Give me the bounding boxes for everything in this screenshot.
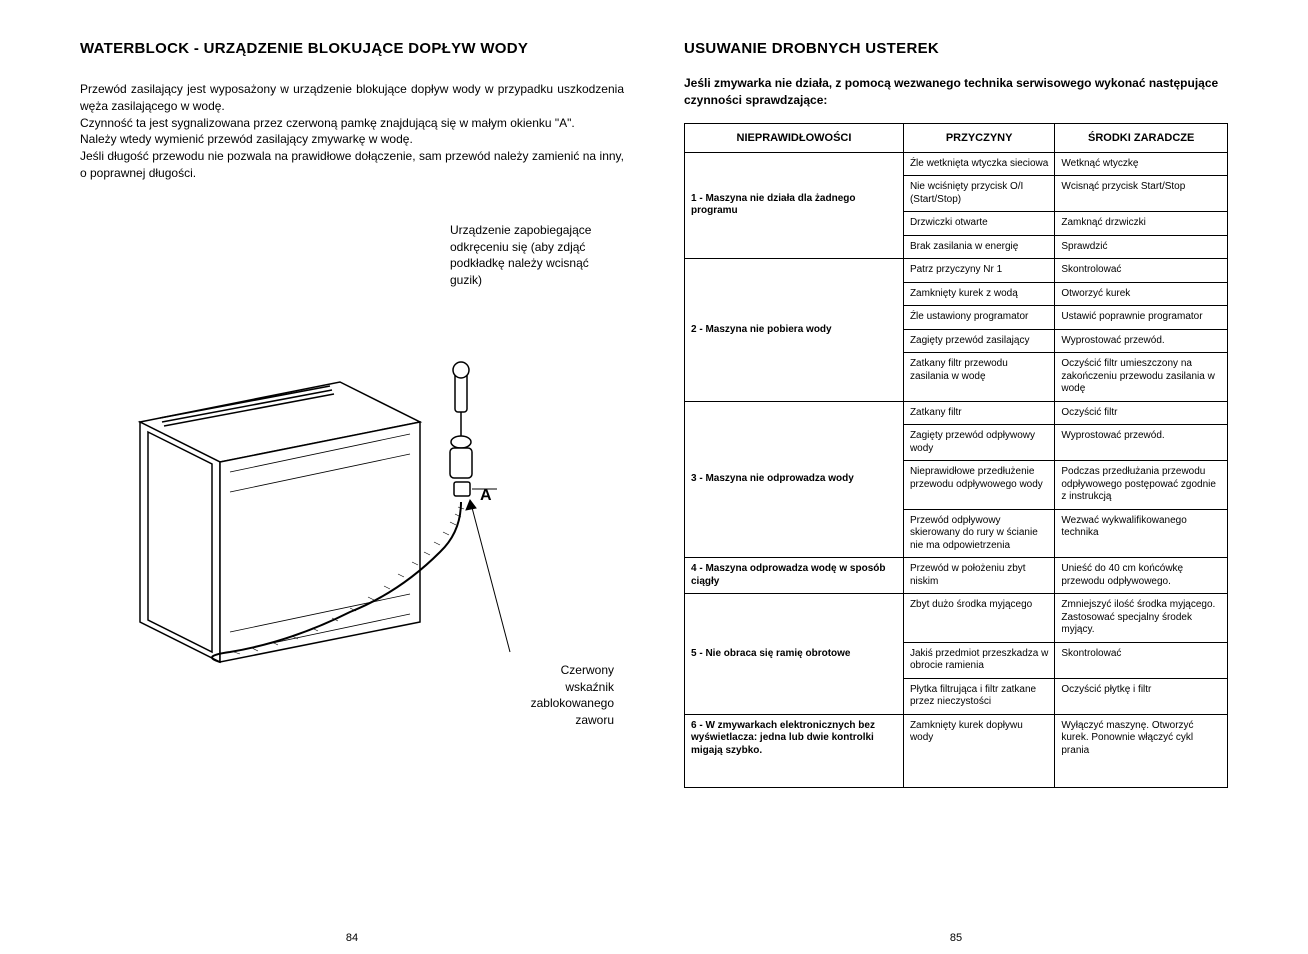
r2e-cause: Zatkany filtr przewodu zasilania w wodę <box>903 353 1054 402</box>
left-para3: Należy wtedy wymienić przewód zasilający… <box>80 131 624 148</box>
th-remedies: ŚRODKI ZARADCZE <box>1055 123 1228 152</box>
r1-label: 1 - Maszyna nie działa dla żadnego progr… <box>685 152 904 259</box>
r1b-cause: Nie wciśnięty przycisk O/I (Start/Stop) <box>903 176 1054 212</box>
right-intro: Jeśli zmywarka nie działa, z pomocą wezw… <box>684 75 1228 109</box>
r5a-cause: Zbyt dużo środka myjącego <box>903 594 1054 643</box>
page-num-right: 85 <box>950 932 962 944</box>
r6-label: 6 - W zmywarkach elektronicznych bez wyś… <box>685 714 904 788</box>
r2-label: 2 - Maszyna nie pobiera wody <box>685 259 904 402</box>
r2d-cause: Zagięty przewód zasilający <box>903 329 1054 353</box>
th-faults: NIEPRAWIDŁOWOŚCI <box>685 123 904 152</box>
r1b-sol: Wcisnąć przycisk Start/Stop <box>1055 176 1228 212</box>
r5c-sol: Oczyścić płytkę i filtr <box>1055 678 1228 714</box>
r5b-sol: Skontrolować <box>1055 642 1228 678</box>
r3d-sol: Wezwać wykwalifikowanego technika <box>1055 509 1228 558</box>
r2b-cause: Zamknięty kurek z wodą <box>903 282 1054 306</box>
r1a-cause: Źle wetknięta wtyczka sieciowa <box>903 152 1054 176</box>
r3c-sol: Podczas przedłużania przewodu odpływoweg… <box>1055 461 1228 510</box>
label-bottom-3: zablokowanego <box>531 695 614 712</box>
r2b-sol: Otworzyć kurek <box>1055 282 1228 306</box>
r4a-cause: Przewód w położeniu zbyt niskim <box>903 558 1054 594</box>
r1c-sol: Zamknąć drzwiczki <box>1055 212 1228 236</box>
r1c-cause: Drzwiczki otwarte <box>903 212 1054 236</box>
page-right: USUWANIE DROBNYCH USTEREK Jeśli zmywarka… <box>654 40 1258 914</box>
th-causes: PRZYCZYNY <box>903 123 1054 152</box>
r5b-cause: Jakiś przedmiot przeszkadza w obrocie ra… <box>903 642 1054 678</box>
left-para1: Przewód zasilający jest wyposażony w urz… <box>80 81 624 115</box>
r1d-sol: Sprawdzić <box>1055 235 1228 259</box>
r1d-cause: Brak zasilania w energię <box>903 235 1054 259</box>
r3d-cause: Przewód odpływowy skierowany do rury w ś… <box>903 509 1054 558</box>
r2a-sol: Skontrolować <box>1055 259 1228 283</box>
dishwasher-diagram <box>100 342 530 702</box>
r2c-sol: Ustawić poprawnie programator <box>1055 306 1228 330</box>
r2c-cause: Źle ustawiony programator <box>903 306 1054 330</box>
r3b-sol: Wyprostować przewód. <box>1055 425 1228 461</box>
r3-label: 3 - Maszyna nie odprowadza wody <box>685 401 904 558</box>
r3b-cause: Zagięty przewód odpływowy wody <box>903 425 1054 461</box>
label-bottom-1: Czerwony <box>531 662 614 679</box>
r2e-sol: Oczyścić filtr umieszczony na zakończeni… <box>1055 353 1228 402</box>
diagram-label-bottom: Czerwony wskaźnik zablokowanego zaworu <box>531 662 614 729</box>
page-left: WATERBLOCK - URZĄDZENIE BLOKUJĄCE DOPŁYW… <box>50 40 654 914</box>
r4a-sol: Unieść do 40 cm końcówkę przewodu odpływ… <box>1055 558 1228 594</box>
r2a-cause: Patrz przyczyny Nr 1 <box>903 259 1054 283</box>
r5c-cause: Płytka filtrująca i filtr zatkane przez … <box>903 678 1054 714</box>
left-para2: Czynność ta jest sygnalizowana przez cze… <box>80 115 624 132</box>
label-bottom-4: zaworu <box>531 712 614 729</box>
r3a-sol: Oczyścić filtr <box>1055 401 1228 425</box>
left-para4: Jeśli długość przewodu nie pozwala na pr… <box>80 148 624 182</box>
r1a-sol: Wetknąć wtyczkę <box>1055 152 1228 176</box>
page-num-left: 84 <box>346 932 358 944</box>
r5-label: 5 - Nie obraca się ramię obrotowe <box>685 594 904 715</box>
r3a-cause: Zatkany filtr <box>903 401 1054 425</box>
label-bottom-2: wskaźnik <box>531 679 614 696</box>
left-title: WATERBLOCK - URZĄDZENIE BLOKUJĄCE DOPŁYW… <box>80 40 624 57</box>
diagram-label-top: Urządzenie zapobiegające odkręceniu się … <box>450 222 610 289</box>
r3c-cause: Nieprawidłowe przedłużenie przewodu odpł… <box>903 461 1054 510</box>
fault-table: NIEPRAWIDŁOWOŚCI PRZYCZYNY ŚRODKI ZARADC… <box>684 123 1228 789</box>
r6a-cause: Zamknięty kurek dopływu wody <box>903 714 1054 788</box>
r5a-sol: Zmniejszyć ilość środka myjącego. Zastos… <box>1055 594 1228 643</box>
right-title: USUWANIE DROBNYCH USTEREK <box>684 40 1228 57</box>
r4-label: 4 - Maszyna odprowadza wodę w sposób cią… <box>685 558 904 594</box>
r2d-sol: Wyprostować przewód. <box>1055 329 1228 353</box>
r6a-sol: Wyłączyć maszynę. Otworzyć kurek. Ponown… <box>1055 714 1228 788</box>
